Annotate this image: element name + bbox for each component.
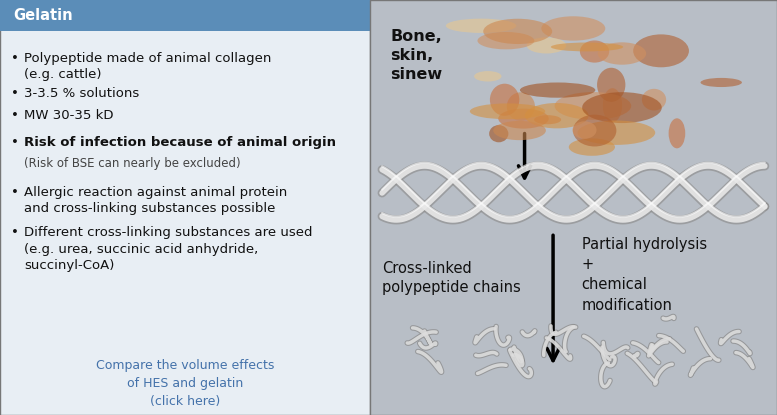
Ellipse shape bbox=[582, 92, 662, 123]
Text: Gelatin: Gelatin bbox=[13, 8, 72, 23]
Ellipse shape bbox=[701, 78, 742, 87]
Text: •: • bbox=[11, 87, 19, 100]
Ellipse shape bbox=[470, 103, 545, 119]
Text: Risk of infection because of animal origin: Risk of infection because of animal orig… bbox=[24, 136, 336, 149]
Ellipse shape bbox=[642, 89, 666, 110]
Text: Compare the volume effects
of HES and gelatin
(click here): Compare the volume effects of HES and ge… bbox=[96, 359, 274, 408]
Text: Cross-linked
polypeptide chains: Cross-linked polypeptide chains bbox=[382, 261, 521, 295]
Text: Bone,
skin,
sinew: Bone, skin, sinew bbox=[390, 29, 442, 83]
Ellipse shape bbox=[493, 121, 546, 140]
Text: •: • bbox=[11, 136, 19, 149]
Ellipse shape bbox=[534, 115, 561, 124]
Ellipse shape bbox=[490, 84, 519, 116]
Text: Polypeptide made of animal collagen
(e.g. cattle): Polypeptide made of animal collagen (e.g… bbox=[24, 52, 271, 81]
Text: 3-3.5 % solutions: 3-3.5 % solutions bbox=[24, 87, 139, 100]
Ellipse shape bbox=[569, 138, 615, 156]
Text: •: • bbox=[11, 109, 19, 122]
Text: Allergic reaction against animal protein
and cross-linking substances possible: Allergic reaction against animal protein… bbox=[24, 186, 287, 215]
Ellipse shape bbox=[490, 125, 508, 142]
Ellipse shape bbox=[573, 115, 616, 146]
Bar bbox=[0, 0, 370, 31]
Ellipse shape bbox=[498, 109, 549, 129]
Ellipse shape bbox=[477, 32, 535, 49]
Text: •: • bbox=[11, 52, 19, 65]
Text: Different cross-linking substances are used
(e.g. urea, succinic acid anhydride,: Different cross-linking substances are u… bbox=[24, 226, 312, 272]
Ellipse shape bbox=[573, 121, 597, 139]
Text: (Risk of BSE can nearly be excluded): (Risk of BSE can nearly be excluded) bbox=[24, 157, 241, 170]
Ellipse shape bbox=[603, 88, 622, 122]
Ellipse shape bbox=[542, 16, 605, 41]
Ellipse shape bbox=[446, 19, 517, 33]
Text: •: • bbox=[11, 186, 19, 199]
Ellipse shape bbox=[551, 42, 623, 51]
Ellipse shape bbox=[580, 40, 609, 63]
Ellipse shape bbox=[598, 42, 646, 65]
Ellipse shape bbox=[669, 118, 685, 148]
Ellipse shape bbox=[597, 68, 625, 102]
Text: •: • bbox=[11, 226, 19, 239]
Ellipse shape bbox=[483, 19, 552, 44]
Ellipse shape bbox=[633, 34, 689, 67]
Ellipse shape bbox=[520, 83, 595, 98]
Ellipse shape bbox=[474, 71, 501, 81]
Text: MW 30-35 kD: MW 30-35 kD bbox=[24, 109, 113, 122]
Ellipse shape bbox=[524, 103, 589, 128]
Ellipse shape bbox=[507, 92, 535, 121]
Ellipse shape bbox=[527, 37, 566, 54]
Ellipse shape bbox=[555, 92, 631, 120]
Text: Partial hydrolysis
+
chemical
modification: Partial hydrolysis + chemical modificati… bbox=[581, 237, 707, 313]
Ellipse shape bbox=[577, 120, 655, 145]
